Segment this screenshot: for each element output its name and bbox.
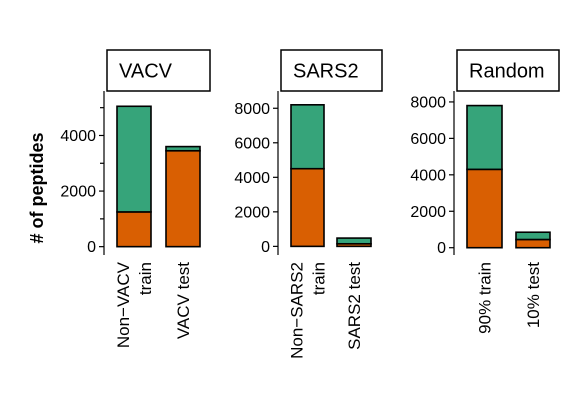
panel-0: VACV 0 2000 4000 Non−VACV train VACV test [60, 49, 211, 348]
bar-segment-upper [515, 231, 551, 241]
y-tick-label: 4000 [234, 170, 270, 187]
x-category-label: 90% train [476, 262, 495, 334]
x-category-label-line: 10% test [524, 262, 543, 328]
y-tick-label: 0 [261, 239, 270, 256]
panel-1: SARS2 0 2000 4000 6000 8000 Non−SARS2 train SARS… [234, 49, 383, 359]
y-tick-label: 2000 [60, 184, 96, 201]
facet-strip-title: Random [469, 61, 545, 83]
y-tick-label: 8000 [234, 101, 270, 118]
panel-2: Random 0 2000 4000 6000 8000 90% train 10% test [410, 49, 560, 334]
y-tick-label: 0 [87, 239, 96, 256]
bar-segment-lower [466, 168, 503, 249]
facet-strip-title: VACV [119, 61, 173, 83]
y-tick-label: 6000 [410, 131, 446, 148]
bar-segment-upper [116, 105, 152, 213]
y-tick-label: 4000 [410, 167, 446, 184]
y-tick-label: 2000 [234, 204, 270, 221]
y-tick-label: 0 [437, 240, 446, 257]
x-category-label-line: train [136, 262, 155, 295]
x-category-label: VACV test [174, 262, 193, 339]
x-category-label-line: train [310, 262, 329, 295]
x-category-label: 10% test [524, 262, 543, 328]
bar-segment-lower [165, 149, 201, 248]
y-axis-title: # of peptides [27, 132, 47, 243]
bar-segment-lower [515, 238, 551, 249]
bar-segment-upper [165, 145, 201, 152]
x-category-label-line: Non−SARS2 [288, 262, 307, 359]
x-category-label-line: VACV test [174, 262, 193, 339]
x-category-label: SARS2 test [345, 262, 364, 350]
y-tick-label: 2000 [410, 204, 446, 221]
bar-segment-upper [466, 104, 503, 171]
facet-strip-box [280, 49, 383, 92]
y-tick-label: 4000 [60, 128, 96, 145]
x-category-label-line: Non−VACV [114, 261, 133, 348]
facet-strip-box [106, 49, 211, 92]
y-tick-label: 6000 [234, 135, 270, 152]
y-tick-label: 8000 [410, 94, 446, 111]
bar-segment-upper [336, 237, 372, 245]
facet-strip-title: SARS2 [293, 61, 359, 83]
facet-strip-box [456, 49, 560, 92]
x-category-label: Non−SARS2 train [288, 262, 329, 359]
bar-segment-upper [290, 104, 325, 170]
bar-segment-lower [116, 211, 152, 248]
x-category-label-line: SARS2 test [345, 262, 364, 350]
x-category-label: Non−VACV train [114, 261, 155, 348]
x-category-label-line: 90% train [476, 262, 495, 334]
bar-segment-lower [290, 167, 325, 248]
